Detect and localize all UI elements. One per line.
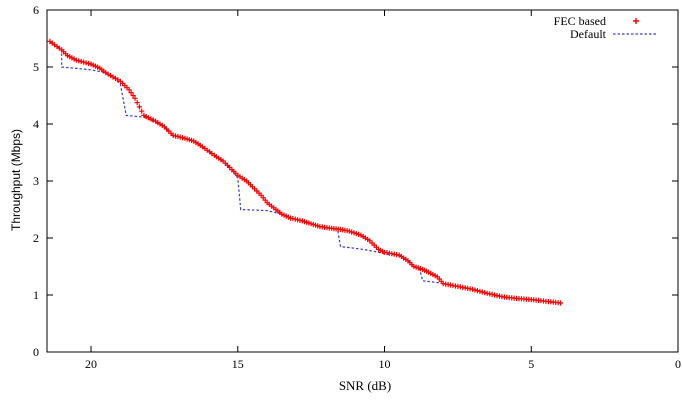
x-tick-label: 0 [675,357,681,371]
data-point [349,229,355,235]
data-point [126,87,132,93]
data-point [132,95,138,101]
x-axis-title: SNR (dB) [339,378,391,393]
x-tick-label: 5 [528,357,534,371]
y-tick-label: 3 [33,174,39,188]
data-point [134,100,140,106]
data-point [139,108,145,114]
data-point [474,288,480,294]
data-point [136,104,142,110]
series-line-default [49,40,561,304]
data-point [83,60,89,66]
data-point [477,288,483,294]
y-axis-title: Throughput (Mbps) [9,129,23,231]
x-tick-label: 15 [232,357,244,371]
y-tick-label: 6 [33,3,39,17]
y-tick-label: 0 [33,345,39,359]
legend-label-default: Default [570,27,607,41]
data-point [482,290,488,296]
data-point [130,92,136,99]
data-point [128,90,134,96]
data-point [558,300,564,306]
data-point [353,231,359,237]
data-point [78,58,84,65]
series-layer [47,38,564,306]
legend-label-fec-based: FEC based [554,14,606,28]
y-tick-label: 2 [33,231,39,245]
y-tick-label: 4 [33,117,39,131]
x-tick-label: 10 [379,357,391,371]
y-tick-label: 5 [33,60,39,74]
series-markers-fec-based [47,38,564,306]
x-tick-label: 20 [85,357,97,371]
legend-swatch-fec-based [633,18,639,24]
data-point [470,286,476,292]
y-tick-label: 1 [33,288,39,302]
data-point [76,58,82,64]
axes: 0 1 2 3 4 5 6 20 15 10 5 0 [33,3,681,371]
plot-frame [46,9,679,353]
